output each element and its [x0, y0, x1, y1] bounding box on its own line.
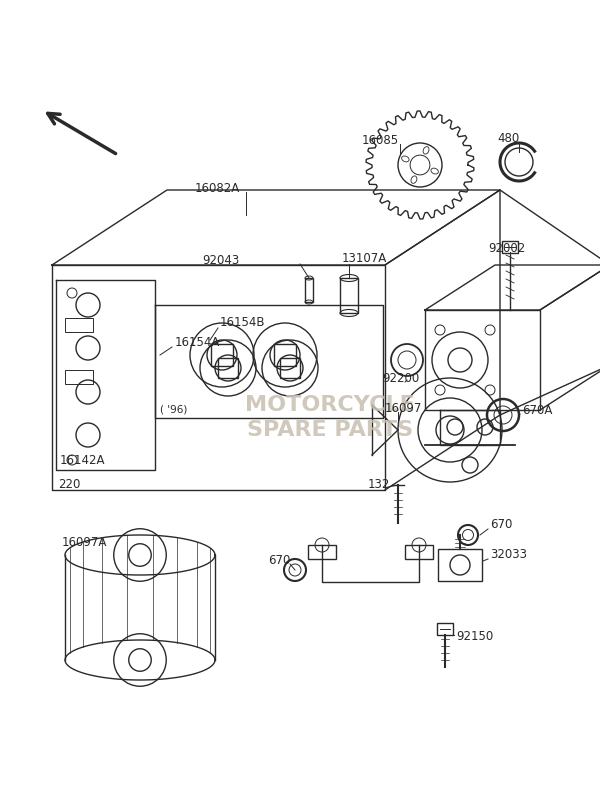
- Text: 132: 132: [368, 477, 391, 491]
- Bar: [438, 549, 482, 581]
- Bar: [340, 278, 358, 313]
- Bar: [211, 344, 233, 366]
- Text: 16097A: 16097A: [62, 535, 107, 549]
- Bar: [274, 344, 296, 366]
- Bar: [305, 278, 313, 302]
- Text: 16154A: 16154A: [175, 335, 220, 349]
- Text: 92043: 92043: [202, 254, 239, 266]
- Text: 16142A: 16142A: [60, 454, 106, 466]
- Text: ( '96): ( '96): [160, 405, 187, 415]
- Bar: [405, 545, 433, 559]
- Text: 13107A: 13107A: [342, 251, 387, 265]
- Bar: [65, 318, 93, 332]
- Text: 92002: 92002: [488, 242, 525, 254]
- Text: SPARE PARTS: SPARE PARTS: [247, 420, 413, 440]
- Bar: [280, 358, 300, 378]
- Bar: [502, 241, 518, 253]
- Text: MOTORCYCLE: MOTORCYCLE: [245, 395, 415, 415]
- Text: 16085: 16085: [362, 133, 399, 147]
- Bar: [437, 623, 453, 635]
- Text: 16082A: 16082A: [195, 181, 240, 195]
- Text: 480: 480: [497, 132, 519, 144]
- Text: 32033: 32033: [490, 549, 527, 561]
- Bar: [65, 370, 93, 384]
- Text: 670: 670: [490, 519, 512, 531]
- Bar: [308, 545, 336, 559]
- Bar: [218, 358, 238, 378]
- Text: 670A: 670A: [522, 403, 553, 417]
- Text: 670: 670: [268, 553, 290, 567]
- Text: 92150: 92150: [456, 630, 493, 642]
- Text: 92200: 92200: [382, 371, 419, 385]
- Text: 220: 220: [58, 479, 80, 491]
- Text: 16154B: 16154B: [220, 316, 265, 328]
- Text: 16097: 16097: [385, 401, 422, 414]
